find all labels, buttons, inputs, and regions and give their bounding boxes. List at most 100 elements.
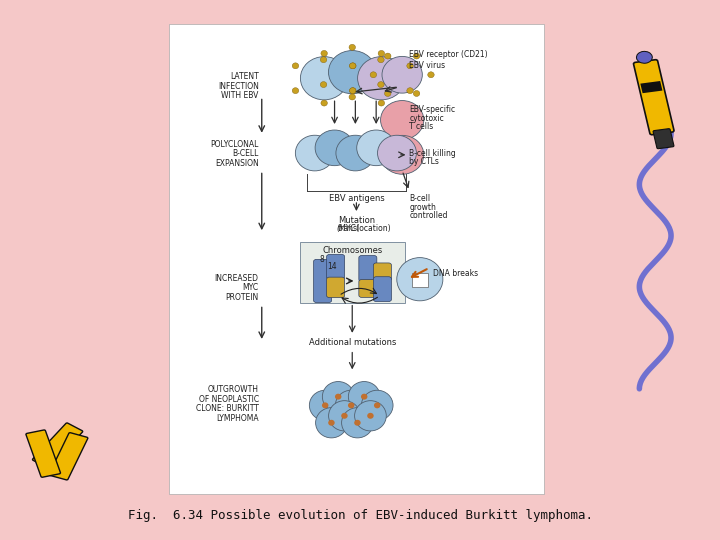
Text: PROTEIN: PROTEIN [225,293,258,302]
Text: MYC: MYC [243,284,258,293]
Ellipse shape [341,413,348,419]
Ellipse shape [350,87,356,93]
Ellipse shape [349,94,356,100]
Ellipse shape [378,57,384,63]
Ellipse shape [377,135,416,171]
Text: 8: 8 [319,255,324,264]
FancyBboxPatch shape [359,255,377,281]
Ellipse shape [348,382,380,412]
FancyBboxPatch shape [412,273,428,287]
Text: Additional mutations: Additional mutations [309,338,396,347]
Ellipse shape [384,53,391,59]
FancyBboxPatch shape [374,263,392,281]
Text: OF NEOPLASTIC: OF NEOPLASTIC [199,395,258,404]
Text: B-CELL: B-CELL [233,150,258,158]
FancyBboxPatch shape [32,423,83,468]
Ellipse shape [381,100,424,139]
Text: WITH EBV: WITH EBV [221,91,258,100]
Text: DNA breaks: DNA breaks [433,268,479,278]
Ellipse shape [295,135,334,171]
Ellipse shape [320,82,327,87]
Ellipse shape [636,51,652,63]
Ellipse shape [367,413,374,419]
FancyBboxPatch shape [327,254,345,279]
Ellipse shape [310,390,341,421]
Text: (: ( [355,224,358,233]
Ellipse shape [356,130,395,166]
Ellipse shape [292,87,299,93]
Ellipse shape [315,408,347,438]
Ellipse shape [349,63,356,69]
Ellipse shape [350,63,356,69]
Ellipse shape [361,394,367,400]
Text: INCREASED: INCREASED [215,274,258,283]
Ellipse shape [323,382,354,412]
FancyBboxPatch shape [169,24,544,494]
FancyBboxPatch shape [26,430,60,477]
Text: LATENT: LATENT [230,72,258,81]
Ellipse shape [407,63,413,69]
Ellipse shape [300,57,348,100]
Ellipse shape [382,56,423,93]
Ellipse shape [428,72,434,78]
FancyBboxPatch shape [640,81,662,93]
Text: (MYC: (MYC [336,224,356,233]
Ellipse shape [407,87,413,93]
Ellipse shape [328,420,335,426]
Text: Fig.  6.34 Possible evolution of EBV-induced Burkitt lymphoma.: Fig. 6.34 Possible evolution of EBV-indu… [127,509,593,522]
Text: EBV receptor (CD21): EBV receptor (CD21) [410,50,488,59]
Ellipse shape [384,91,391,97]
Text: EBV virus: EBV virus [410,60,446,70]
Ellipse shape [378,100,384,106]
Ellipse shape [336,390,367,421]
Ellipse shape [374,402,380,408]
Text: Mutation: Mutation [338,215,375,225]
Ellipse shape [349,44,356,50]
Ellipse shape [358,57,405,100]
Text: EBV antigens: EBV antigens [328,194,384,203]
Ellipse shape [348,402,354,408]
Text: LYMPHOMA: LYMPHOMA [216,414,258,423]
Ellipse shape [328,51,376,94]
FancyBboxPatch shape [374,276,392,301]
Ellipse shape [336,135,375,171]
Ellipse shape [354,420,361,426]
Ellipse shape [335,394,341,400]
FancyBboxPatch shape [327,277,345,298]
FancyBboxPatch shape [49,433,88,480]
Ellipse shape [354,401,386,431]
Text: B-cell: B-cell [410,194,431,203]
Text: controlled: controlled [410,211,448,220]
Ellipse shape [413,91,420,97]
Ellipse shape [321,50,328,56]
FancyBboxPatch shape [634,60,674,134]
Text: cytotoxic: cytotoxic [410,114,444,123]
Ellipse shape [349,87,356,93]
Text: growth: growth [410,202,436,212]
Text: CLONE: BURKITT: CLONE: BURKITT [196,404,258,413]
Ellipse shape [397,258,443,301]
Ellipse shape [328,401,360,431]
Ellipse shape [381,136,424,174]
Ellipse shape [413,53,420,59]
Text: EBV-specific: EBV-specific [410,105,456,114]
Text: Chromosomes: Chromosomes [322,246,382,255]
Text: INFECTION: INFECTION [217,82,258,91]
Ellipse shape [320,57,327,63]
Ellipse shape [321,100,328,106]
Ellipse shape [361,390,393,421]
Text: POLYCLONAL: POLYCLONAL [210,140,258,149]
Ellipse shape [292,63,299,69]
Text: 14: 14 [327,262,337,271]
Text: translocation): translocation) [338,224,391,233]
Text: by CTLs: by CTLs [410,157,439,166]
Text: T cells: T cells [410,123,433,131]
Ellipse shape [378,50,384,56]
Ellipse shape [322,402,328,408]
Text: B-cell killing: B-cell killing [410,148,456,158]
FancyBboxPatch shape [359,280,377,298]
FancyBboxPatch shape [314,259,332,302]
Ellipse shape [315,130,354,166]
Ellipse shape [370,72,377,78]
Text: EXPANSION: EXPANSION [215,159,258,168]
